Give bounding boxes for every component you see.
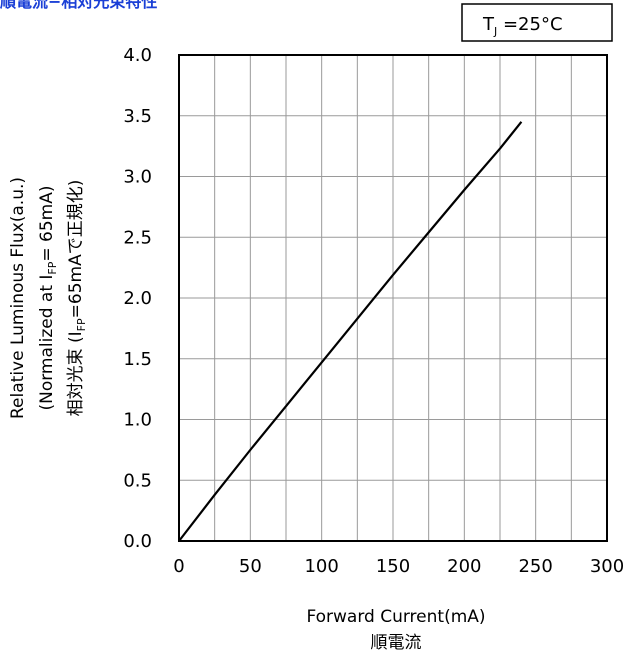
y-tick-labels: 0.0 0.5 1.0 1.5 2.0 2.5 3.0 3.5 4.0 (123, 45, 152, 552)
y-tick-label: 0.0 (123, 531, 152, 552)
y-tick-label: 0.5 (123, 470, 152, 491)
x-tick-label: 50 (239, 556, 262, 577)
y-tick-label: 2.5 (123, 227, 152, 248)
x-tick-label: 150 (376, 556, 410, 577)
series-line (178, 121, 523, 542)
svg-text:TJ =25°C: TJ =25°C (482, 14, 563, 38)
chart-title: 順電流−相対光束特性 (0, 0, 158, 11)
y-tick-label: 2.0 (123, 288, 152, 309)
x-axis-label-jp: 順電流 (371, 633, 422, 653)
y-tick-label: 3.0 (123, 167, 152, 188)
series-layer (178, 121, 523, 542)
y-axis-label-line: 相対光束 (IFP=65mAで正規化) (66, 180, 88, 417)
x-tick-label: 200 (447, 556, 481, 577)
plot-frame (178, 54, 608, 542)
condition-subscript: J (493, 25, 497, 38)
condition-box: TJ =25°C (461, 3, 613, 42)
x-tick-label: 100 (304, 556, 338, 577)
y-axis-label-line: (Normalized at IFP= 65mA) (37, 185, 59, 410)
x-axis-label: Forward Current(mA) (306, 607, 485, 627)
y-axis-label-line: Relative Luminous Flux(a.u.) (8, 177, 28, 419)
y-tick-label: 3.5 (123, 106, 152, 127)
y-tick-label: 4.0 (123, 45, 152, 66)
x-tick-labels: 0 50 100 150 200 250 300 (173, 556, 624, 577)
condition-value: =25°C (497, 14, 562, 35)
y-tick-label: 1.0 (123, 410, 152, 431)
grid (179, 55, 607, 541)
y-axis-label: Relative Luminous Flux(a.u.) (Normalized … (8, 177, 88, 419)
y-tick-label: 1.5 (123, 349, 152, 370)
x-tick-label: 300 (590, 556, 624, 577)
x-tick-label: 250 (518, 556, 552, 577)
x-tick-label: 0 (173, 556, 184, 577)
condition-label: T (482, 14, 495, 35)
